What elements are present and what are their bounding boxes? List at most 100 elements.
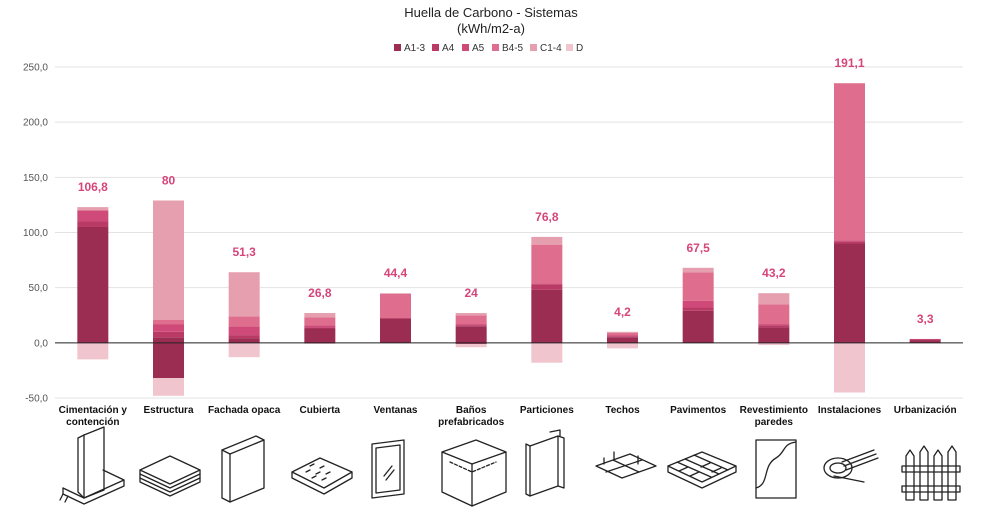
legend-label: C1-4 [540, 43, 562, 54]
bar-segment [834, 82, 865, 84]
bars [77, 82, 941, 396]
retaining-wall-icon [59, 426, 125, 505]
bar-segment [834, 240, 865, 242]
bathroom-pod-icon [441, 439, 507, 507]
bar-segment [228, 316, 260, 327]
bar-segment [455, 325, 487, 327]
bar-segment [228, 326, 260, 336]
chart-legend: A1-3 A4 A5 B4-5 C1-4 D [394, 43, 583, 54]
y-tick-label: 0,0 [34, 338, 48, 349]
bar-segment [758, 327, 790, 343]
legend-label: A5 [472, 43, 485, 54]
bar-segment [909, 340, 941, 343]
chart-title: Huella de Carbono - Sistemas [404, 5, 578, 20]
bar-segment [531, 289, 563, 343]
slab-stack-icon [139, 455, 201, 497]
category-labels: Cimentación y contención Estructura Fachada… [59, 405, 957, 428]
total-labels: 106,8 80 51,3 26,8 44,4 24 76,8 4,2 67,5 43,2 191,… [78, 56, 934, 326]
bar-segment [607, 335, 638, 337]
category-label-line: Baños [456, 405, 487, 416]
bar-segment [607, 332, 638, 336]
category-label-line: Fachada opaca [208, 405, 281, 416]
total-label: 51,3 [232, 245, 256, 259]
bar-segment [531, 342, 563, 363]
bar-segment [682, 272, 714, 301]
total-label: 3,3 [917, 312, 934, 326]
legend-label: A1-3 [404, 43, 426, 54]
category-label-line: paredes [755, 417, 794, 428]
chart-title-group: Huella de Carbono - Sistemas (kWh/m2-a) [404, 5, 578, 36]
bar-segment [834, 342, 865, 393]
y-tick-label: 200,0 [23, 118, 48, 129]
category-label: Cubierta [300, 405, 341, 416]
category-label-line: Particiones [520, 405, 574, 416]
bar-segment [682, 267, 714, 273]
total-label: 43,2 [762, 266, 786, 280]
bar-segment [455, 326, 487, 343]
category-label: Particiones [520, 405, 574, 416]
legend-label: B4-5 [502, 43, 524, 54]
bar-segment [153, 342, 184, 379]
bar-segment [758, 293, 790, 305]
bar-segment [153, 331, 184, 338]
chart-subtitle: (kWh/m2-a) [457, 21, 525, 36]
wall-panel-icon [221, 435, 265, 503]
category-label: Instalaciones [818, 405, 882, 416]
category-label-line: Instalaciones [818, 405, 882, 416]
category-label-line: Ventanas [374, 405, 418, 416]
roof-tile-icon [291, 457, 353, 495]
legend-label: A4 [442, 43, 455, 54]
bar-segment [682, 307, 714, 311]
bar-segment [304, 328, 336, 343]
partition-icon [525, 429, 565, 497]
bar-segment [304, 327, 336, 329]
y-tick-label: 50,0 [29, 283, 49, 294]
bar-segment [531, 283, 563, 285]
bar-segment [77, 207, 109, 211]
legend-swatch-a4 [432, 44, 439, 51]
bar-segment [682, 310, 714, 343]
floor-tiles-icon [667, 451, 737, 489]
legend-swatch-a5 [462, 44, 469, 51]
bar-segment [909, 338, 941, 340]
category-label: Fachada opaca [208, 405, 281, 416]
y-axis: -50,0 0,0 50,0 100,0 150,0 200,0 250,0 [23, 63, 48, 405]
total-label: 24 [464, 286, 478, 300]
category-label: Revestimiento paredes [740, 405, 808, 428]
bar-segment [834, 83, 865, 241]
bar-segment [607, 337, 638, 343]
grid-lines [55, 66, 963, 399]
bar-segment [153, 319, 184, 325]
bar-segment [607, 342, 638, 349]
bar-segment [909, 339, 941, 341]
bar-segment [531, 284, 563, 290]
bar-segment [380, 293, 411, 319]
bar-segment [758, 324, 790, 326]
bar-segment [758, 304, 790, 325]
bar-segment [228, 342, 260, 358]
total-label: 80 [162, 174, 176, 188]
category-label: Estructura [143, 405, 193, 416]
bar-segment [455, 324, 487, 326]
bar-segment [153, 378, 184, 396]
bar-segment [304, 342, 336, 344]
y-tick-label: 100,0 [23, 228, 48, 239]
total-label: 106,8 [78, 180, 108, 194]
bar-segment [153, 337, 184, 343]
legend-swatch-a1-3 [394, 44, 401, 51]
bar-segment [228, 272, 260, 317]
bar-segment [380, 318, 411, 319]
window-icon [371, 439, 405, 499]
bar-segment [304, 317, 336, 326]
category-label-line: Urbanización [894, 405, 957, 416]
y-tick-label: -50,0 [25, 394, 48, 405]
total-label: 4,2 [614, 305, 631, 319]
fence-icon [901, 445, 961, 501]
y-tick-label: 250,0 [23, 63, 48, 74]
category-label-line: prefabricados [438, 417, 505, 428]
bar-segment [834, 241, 865, 244]
category-label-line: contención [66, 417, 119, 428]
category-label: Pavimentos [670, 405, 727, 416]
category-label: Techos [605, 405, 640, 416]
